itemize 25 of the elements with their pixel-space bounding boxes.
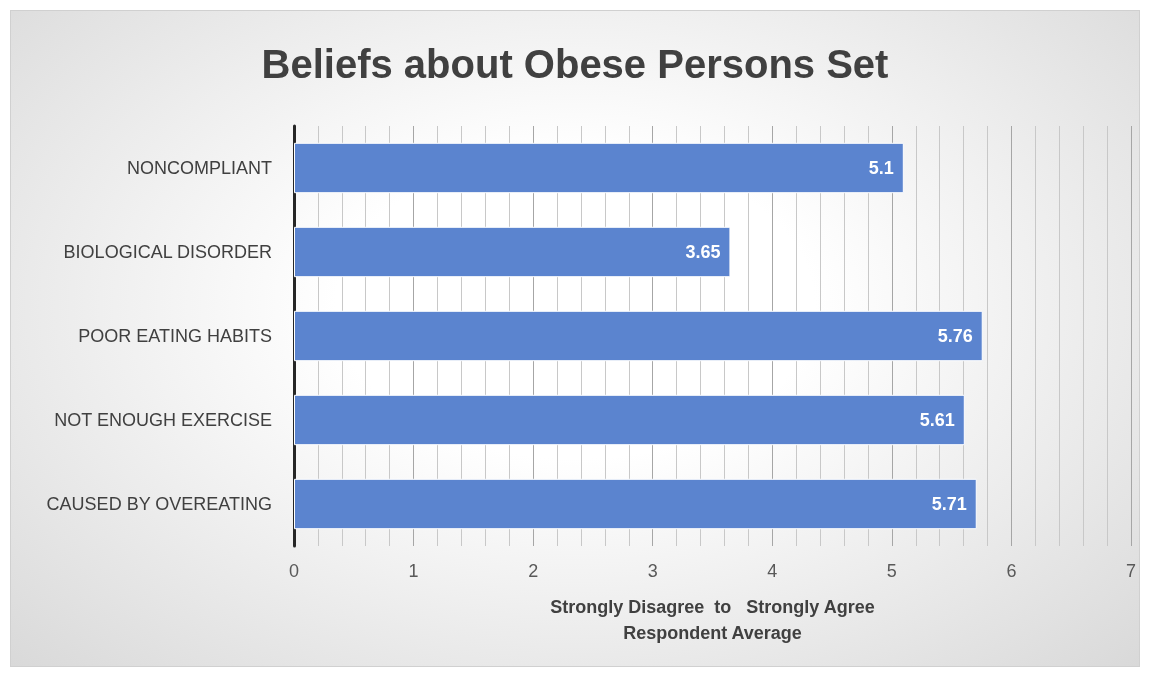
x-tick-label: 4	[767, 561, 778, 581]
y-tick-label: CAUSED BY OVEREATING	[46, 494, 272, 514]
x-tick-label: 5	[886, 561, 897, 581]
y-tick-label: BIOLOGICAL DISORDER	[63, 242, 272, 262]
x-tick-label: 6	[1006, 561, 1017, 581]
chart-title: Beliefs about Obese Persons Set	[261, 42, 889, 86]
data-label: 3.65	[685, 242, 721, 262]
bar	[294, 478, 977, 530]
data-label: 5.1	[868, 158, 894, 178]
data-label: 5.76	[937, 326, 973, 346]
bar	[294, 310, 983, 362]
y-tick-label: NONCOMPLIANT	[126, 158, 272, 178]
x-tick-label: 2	[528, 561, 539, 581]
data-label: 5.61	[919, 410, 955, 430]
y-tick-label: NOT ENOUGH EXERCISE	[54, 410, 272, 430]
data-label: 5.71	[931, 494, 967, 514]
x-tick-label: 3	[647, 561, 658, 581]
y-tick-label: POOR EATING HABITS	[78, 326, 272, 346]
bar	[294, 226, 731, 278]
bar	[294, 394, 965, 446]
x-tick-label: 0	[288, 561, 300, 581]
bar	[294, 142, 904, 194]
x-tick-label: 7	[1125, 561, 1136, 581]
x-tick-label: 1	[408, 561, 419, 581]
x-axis-title: Strongly Disagree to Strongly Agree Respondent Average	[550, 597, 875, 643]
